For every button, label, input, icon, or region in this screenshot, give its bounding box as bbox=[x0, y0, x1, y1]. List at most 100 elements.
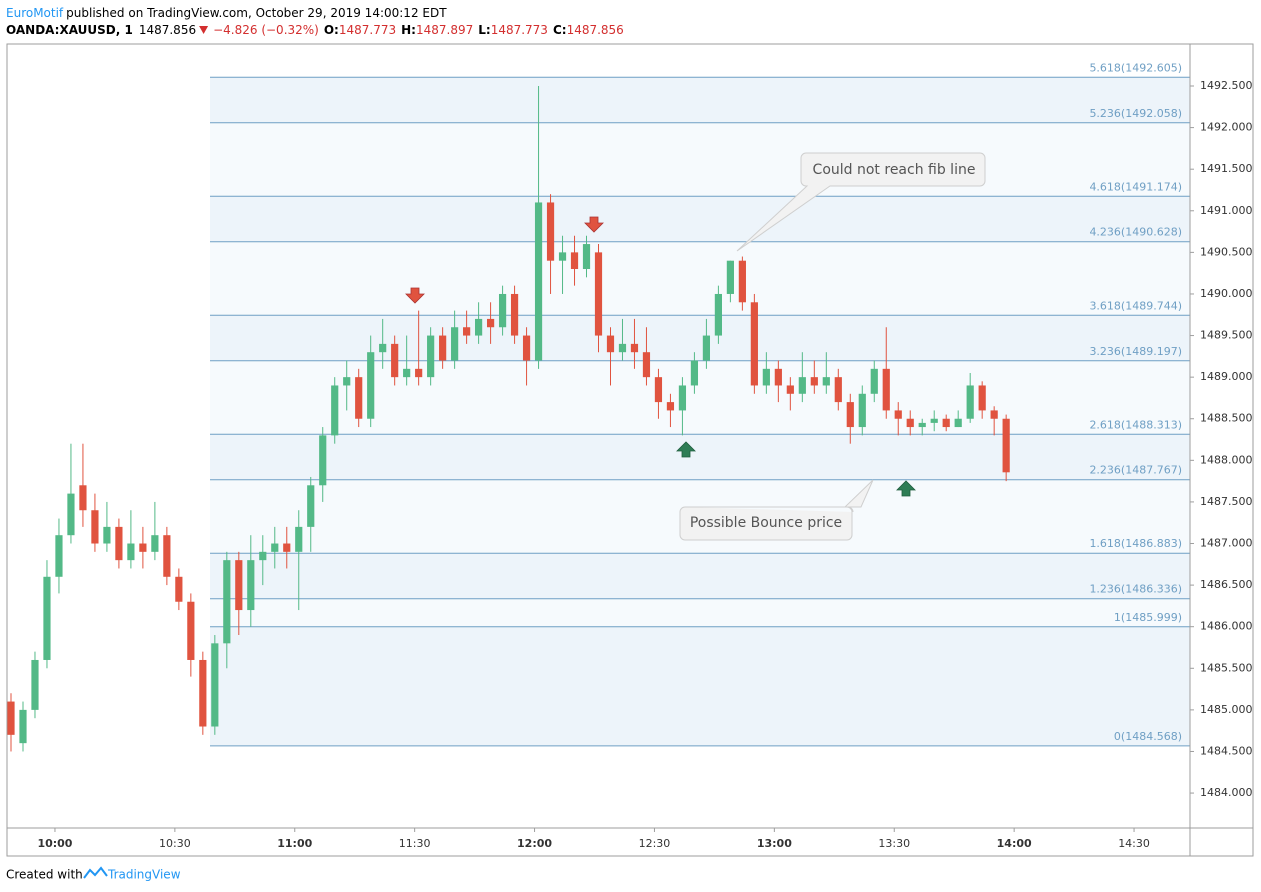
candle-body bbox=[331, 385, 339, 436]
candle-body bbox=[690, 360, 699, 386]
candle-body bbox=[558, 252, 567, 261]
candle-body bbox=[750, 302, 758, 386]
symbol: OANDA:XAUUSD, 1 bbox=[6, 23, 133, 37]
candle-body bbox=[259, 551, 267, 561]
candle-body bbox=[7, 701, 15, 735]
fib-label: 5.618(1492.605) bbox=[1089, 61, 1182, 74]
candle-body bbox=[43, 576, 51, 660]
candle-body bbox=[810, 377, 818, 386]
y-tick-label: 1489.000 bbox=[1200, 370, 1253, 383]
x-tick-label: 14:30 bbox=[1118, 837, 1150, 850]
footer-brand[interactable]: TradingView bbox=[107, 868, 181, 882]
candle-body bbox=[498, 293, 507, 328]
candle-body bbox=[546, 202, 555, 261]
open-value: 1487.773 bbox=[339, 23, 396, 37]
candle-body bbox=[163, 535, 171, 577]
y-tick-label: 1487.500 bbox=[1200, 495, 1253, 508]
candle-body bbox=[427, 335, 435, 378]
last-price: 1487.856 bbox=[139, 23, 196, 37]
change: −4.826 (−0.32%) bbox=[213, 23, 319, 37]
candle-body bbox=[403, 368, 411, 378]
candle-body bbox=[247, 560, 255, 611]
y-tick-label: 1486.500 bbox=[1200, 578, 1253, 591]
candle-body bbox=[522, 335, 531, 361]
candle-body bbox=[343, 377, 351, 386]
candle-body bbox=[510, 293, 519, 336]
candle-body bbox=[31, 659, 39, 710]
x-tick-label: 13:30 bbox=[878, 837, 910, 850]
candle-body bbox=[355, 377, 363, 419]
sell-arrow bbox=[405, 287, 425, 304]
x-tick-label: 10:30 bbox=[159, 837, 191, 850]
buy-arrow bbox=[896, 480, 916, 497]
candle-body bbox=[738, 260, 746, 303]
y-tick-label: 1485.500 bbox=[1200, 661, 1253, 674]
plot-area bbox=[210, 77, 1190, 746]
fib-label: 2.618(1488.313) bbox=[1089, 418, 1182, 431]
buy-arrow bbox=[676, 441, 696, 458]
candle-body bbox=[906, 418, 914, 428]
fib-label: 5.236(1492.058) bbox=[1089, 107, 1182, 120]
y-tick-label: 1489.500 bbox=[1200, 329, 1253, 342]
candle-body bbox=[79, 485, 87, 511]
candle-body bbox=[151, 535, 159, 552]
candle-body bbox=[367, 352, 375, 419]
author[interactable]: EuroMotif bbox=[6, 6, 64, 20]
callout-text: Possible Bounce price bbox=[690, 515, 842, 531]
fib-band bbox=[210, 77, 1190, 123]
candle-body bbox=[966, 385, 974, 419]
candle-body bbox=[570, 252, 579, 270]
y-tick-label: 1492.000 bbox=[1200, 121, 1253, 134]
header-line-1: EuroMotif published on TradingView.com, O… bbox=[6, 6, 447, 20]
candle-body bbox=[678, 385, 687, 411]
candle-body bbox=[954, 418, 962, 428]
close-label: C: bbox=[553, 23, 567, 37]
fib-band bbox=[210, 196, 1190, 242]
candle-body bbox=[223, 560, 231, 644]
fib-label: 2.236(1487.767) bbox=[1089, 464, 1182, 477]
candle-body bbox=[642, 352, 651, 378]
candle-body bbox=[415, 368, 423, 378]
fib-label: 4.236(1490.628) bbox=[1089, 226, 1182, 239]
candle-body bbox=[187, 601, 195, 660]
x-tick-label: 10:00 bbox=[37, 837, 72, 850]
candle-body bbox=[451, 327, 459, 361]
fib-band bbox=[210, 434, 1190, 480]
candle-body bbox=[786, 385, 794, 394]
candle-body bbox=[211, 643, 219, 727]
fib-band bbox=[210, 626, 1190, 746]
candle-body bbox=[307, 485, 315, 527]
y-tick-label: 1485.000 bbox=[1200, 703, 1253, 716]
callout-box bbox=[679, 479, 874, 541]
fib-label: 1(1485.999) bbox=[1114, 611, 1182, 624]
candle-body bbox=[978, 385, 986, 411]
candle-body bbox=[918, 422, 926, 428]
candle-body bbox=[115, 526, 123, 561]
candle-body bbox=[666, 402, 675, 411]
candle-body bbox=[91, 510, 99, 544]
x-tick-label: 12:00 bbox=[517, 837, 552, 850]
candle-body bbox=[19, 709, 27, 744]
candle-body bbox=[319, 435, 327, 486]
candle-body bbox=[846, 402, 854, 428]
fib-label: 1.618(1486.883) bbox=[1089, 537, 1182, 550]
candle-body bbox=[379, 343, 387, 353]
x-tick-label: 14:00 bbox=[997, 837, 1032, 850]
y-tick-label: 1491.000 bbox=[1200, 204, 1253, 217]
candle-body bbox=[858, 393, 866, 428]
y-tick-label: 1484.500 bbox=[1200, 744, 1253, 757]
candle-body bbox=[630, 343, 639, 353]
open-label: O: bbox=[324, 23, 339, 37]
candle-body bbox=[295, 526, 303, 552]
header-line-2: OANDA:XAUUSD, 1 1487.856 −4.826 (−0.32%) O:… bbox=[6, 23, 624, 37]
candle-body bbox=[127, 543, 135, 561]
down-icon bbox=[199, 26, 209, 34]
candle-body bbox=[942, 418, 950, 428]
published: published on TradingView.com, October 29… bbox=[66, 6, 447, 20]
x-tick-label: 12:30 bbox=[639, 837, 671, 850]
x-tick-label: 11:30 bbox=[399, 837, 431, 850]
y-tick-label: 1490.500 bbox=[1200, 245, 1253, 258]
candle-body bbox=[175, 576, 183, 602]
sell-arrow bbox=[584, 216, 604, 233]
